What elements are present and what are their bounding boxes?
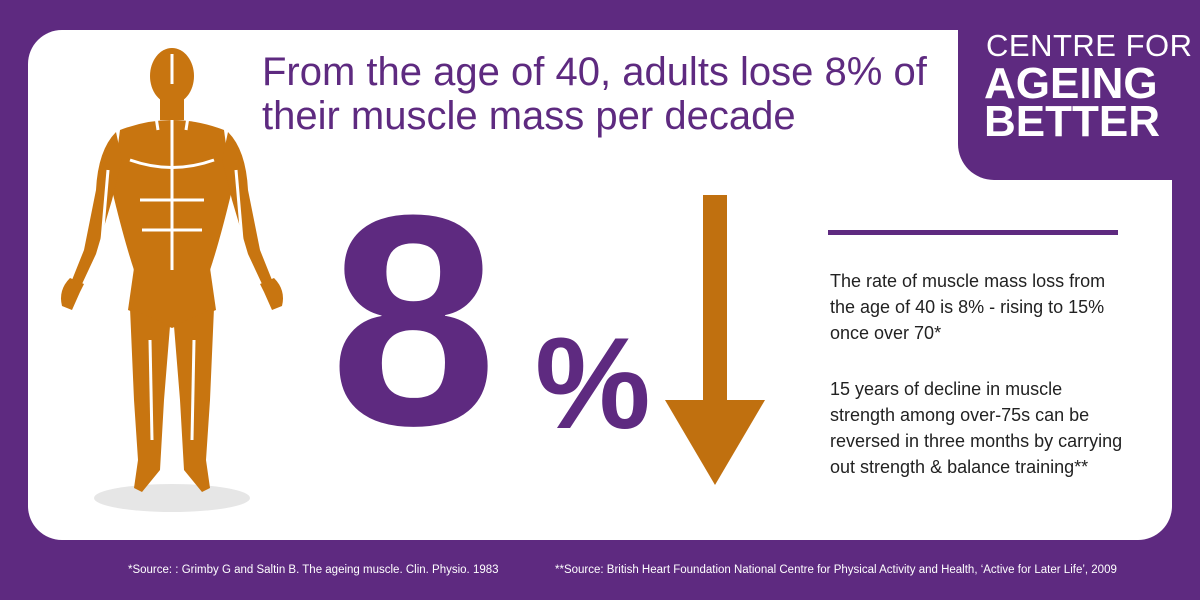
fact-muscle-loss-rate: The rate of muscle mass loss from the ag… [830, 271, 1106, 343]
fact-strength-reversal: 15 years of decline in muscle strength a… [830, 379, 1123, 477]
human-muscle-figure-icon [61, 48, 283, 512]
logo-text-line3: BETTER [984, 97, 1160, 146]
source-note-2: **Source: British Heart Foundation Natio… [555, 564, 1117, 576]
stat-value: 8 [330, 152, 497, 488]
source-note-1: *Source: : Grimby G and Saltin B. The ag… [128, 564, 499, 576]
logo-text-line1: CENTRE FOR [986, 28, 1193, 63]
logo-panel [958, 0, 1200, 180]
down-arrow-icon [665, 195, 765, 485]
logo-text-line2: AGEING [984, 59, 1158, 108]
headline: From the age of 40, adults lose 8% of th… [262, 50, 927, 138]
stat-unit: % [535, 310, 651, 456]
divider-line [828, 230, 1118, 235]
